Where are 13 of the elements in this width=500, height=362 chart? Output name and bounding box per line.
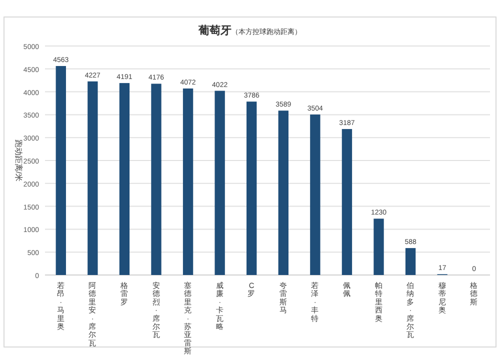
bar	[182, 88, 194, 275]
bar	[214, 90, 225, 275]
bar	[88, 81, 98, 275]
bar	[405, 248, 416, 275]
bar	[56, 66, 66, 275]
bar	[278, 110, 288, 275]
bar	[151, 84, 162, 275]
bar	[342, 129, 352, 275]
y-axis-title: 跑动距离/米	[14, 139, 23, 182]
bar	[119, 83, 130, 275]
bar	[310, 114, 320, 275]
bar	[374, 218, 384, 275]
bar	[246, 102, 257, 275]
